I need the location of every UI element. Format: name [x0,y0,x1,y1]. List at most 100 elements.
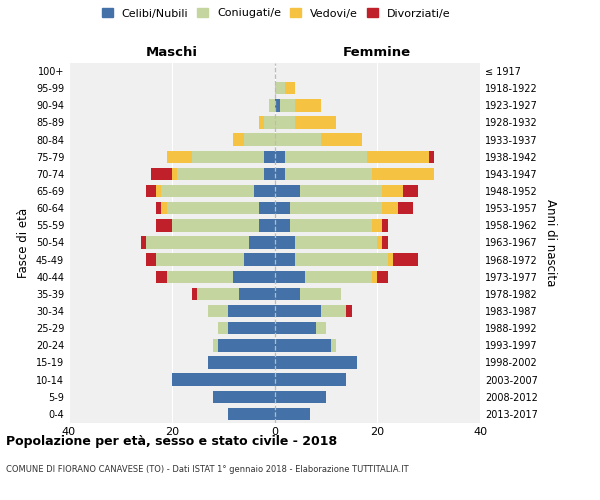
Legend: Celibi/Nubili, Coniugati/e, Vedovi/e, Divorziati/e: Celibi/Nubili, Coniugati/e, Vedovi/e, Di… [101,8,451,18]
Bar [157,202,161,214]
Bar [213,390,275,403]
Bar [382,236,388,248]
Bar [275,236,295,248]
Bar [275,305,321,317]
Bar [372,270,377,283]
Bar [218,339,275,351]
Bar [157,254,244,266]
Bar [275,254,295,266]
Bar [377,236,382,248]
Bar [239,288,275,300]
Bar [249,236,275,248]
Bar [161,202,167,214]
Bar [290,219,372,232]
Bar [316,322,326,334]
Bar [377,270,388,283]
Bar [146,185,157,197]
Bar [208,305,228,317]
Bar [403,185,418,197]
Bar [157,270,167,283]
Bar [228,322,275,334]
Bar [295,99,321,112]
Bar [295,254,388,266]
Bar [228,305,275,317]
Bar [388,254,392,266]
Bar [275,288,300,300]
Bar [167,270,233,283]
Bar [372,168,434,180]
Bar [161,185,254,197]
Bar [275,270,305,283]
Bar [295,236,377,248]
Bar [275,134,321,146]
Bar [197,288,239,300]
Bar [275,185,300,197]
Bar [367,150,428,163]
Bar [285,82,295,94]
Bar [193,150,264,163]
Bar [254,185,275,197]
Bar [275,339,331,351]
Bar [213,339,218,351]
Bar [321,305,346,317]
Bar [264,150,275,163]
Bar [398,202,413,214]
Bar [382,202,398,214]
Bar [141,236,146,248]
Bar [305,270,372,283]
Bar [275,408,310,420]
Bar [392,254,418,266]
Bar [275,356,356,368]
Bar [146,236,249,248]
Bar [218,322,228,334]
Bar [264,168,275,180]
Y-axis label: Anni di nascita: Anni di nascita [544,199,557,286]
Bar [321,134,362,146]
Bar [259,219,275,232]
Bar [244,254,275,266]
Bar [172,219,259,232]
Bar [146,254,157,266]
Bar [280,99,295,112]
Bar [428,150,434,163]
Bar [275,202,290,214]
Bar [193,288,197,300]
Bar [295,116,336,128]
Bar [167,150,193,163]
Bar [233,270,275,283]
Text: Popolazione per età, sesso e stato civile - 2018: Popolazione per età, sesso e stato civil… [6,435,337,448]
Bar [208,356,275,368]
Bar [177,168,264,180]
Bar [285,168,372,180]
Bar [275,168,285,180]
Bar [275,99,280,112]
Text: Maschi: Maschi [146,46,198,59]
Bar [300,185,382,197]
Bar [259,116,264,128]
Bar [233,134,244,146]
Bar [167,202,259,214]
Text: COMUNE DI FIORANO CANAVESE (TO) - Dati ISTAT 1° gennaio 2018 - Elaborazione TUTT: COMUNE DI FIORANO CANAVESE (TO) - Dati I… [6,465,409,474]
Bar [244,134,275,146]
Bar [157,219,172,232]
Bar [275,150,285,163]
Bar [275,219,290,232]
Bar [275,82,285,94]
Bar [228,408,275,420]
Y-axis label: Fasce di età: Fasce di età [17,208,30,278]
Bar [269,99,275,112]
Bar [285,150,367,163]
Bar [331,339,336,351]
Bar [275,116,295,128]
Bar [264,116,275,128]
Bar [275,374,346,386]
Bar [259,202,275,214]
Bar [346,305,352,317]
Bar [290,202,382,214]
Bar [172,168,177,180]
Bar [151,168,172,180]
Bar [275,322,316,334]
Bar [157,185,161,197]
Bar [275,390,326,403]
Bar [172,374,275,386]
